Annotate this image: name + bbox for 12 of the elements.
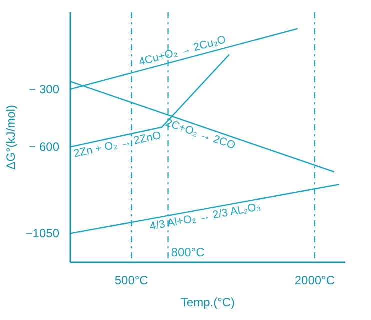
x-tick-label: 2000°C (294, 274, 336, 288)
text: 4Cu+O₂ → 2Cu₂O (138, 34, 228, 69)
text: 4/3 Al+O₂ → 2/3 AL₂O₃ (149, 201, 262, 234)
y-axis-title: ΔG°(kJ/mol) (4, 105, 18, 170)
text: 2C+O₂ → 2CO (164, 117, 238, 152)
x-tick-label: 500°C (114, 274, 149, 288)
text: 2Zn + O₂ → 2ZnO (72, 130, 163, 160)
y-tick-label: − 600 (29, 140, 60, 154)
y-tick-label: −1050 (26, 226, 60, 241)
ref-line-label: 800°C (171, 246, 206, 260)
y-tick-label: − 300 (29, 82, 60, 96)
x-axis-title: Temp.(°C) (180, 296, 236, 310)
